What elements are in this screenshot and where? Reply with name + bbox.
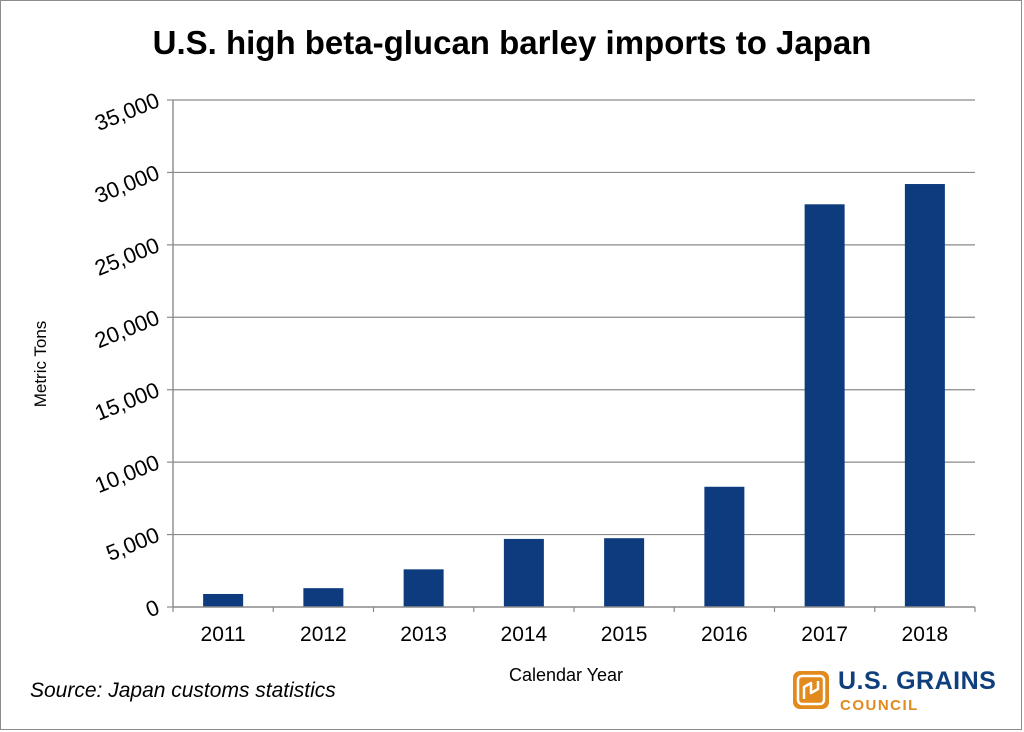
source-note: Source: Japan customs statistics [30,679,336,702]
y-axis-label: Metric Tons [31,321,50,408]
y-tick-label: 0 [142,594,163,622]
y-tick-labels: 0 5,000 10,000 15,000 20,000 25,000 30,000 35,0… [91,87,163,622]
us-grains-council-logo: U.S. GRAINS COUNCIL [793,667,1003,717]
chart-title: U.S. high beta-glucan barley imports to … [153,24,872,61]
x-axis-label: Calendar Year [509,665,623,685]
bars [203,184,945,607]
y-tick-label: 10,000 [91,450,163,498]
y-tick-label: 25,000 [91,232,163,280]
y-tick-label: 20,000 [91,305,163,353]
bar-2018 [904,184,945,607]
x-tick-label: 2017 [801,623,848,646]
bar-2017 [804,204,845,607]
x-tick-label: 2014 [501,623,548,646]
x-tick-label: 2018 [902,623,949,646]
y-tick-label: 5,000 [102,522,162,566]
x-tick-label: 2012 [300,623,347,646]
bar-2015 [604,538,645,607]
x-tick-label: 2015 [601,623,648,646]
gridlines [173,99,975,536]
bar-2012 [303,588,344,607]
x-tick-label: 2013 [400,623,447,646]
bar-2014 [503,538,544,607]
x-tick-label: 2016 [701,623,748,646]
y-tick-label: 30,000 [91,160,163,208]
y-tick-label: 15,000 [91,377,163,425]
logo-subtitle: COUNCIL [840,697,919,714]
logo-title: U.S. GRAINS [838,667,997,695]
x-tick-label: 2011 [201,623,246,646]
axes [167,99,976,612]
bar-2011 [203,593,244,607]
y-tick-label: 35,000 [91,87,163,135]
x-tick-labels: 2011 2012 2013 2014 2015 2016 2017 2018 [201,623,949,646]
bar-2013 [403,569,444,607]
bar-2016 [704,486,745,607]
logo-mark-icon [793,671,829,709]
